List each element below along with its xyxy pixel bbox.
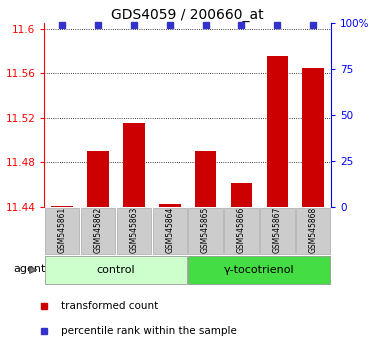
Text: GSM545862: GSM545862 bbox=[94, 207, 102, 253]
Text: agent: agent bbox=[13, 264, 46, 274]
Text: transformed count: transformed count bbox=[61, 301, 159, 311]
Text: GSM545865: GSM545865 bbox=[201, 207, 210, 253]
Bar bbox=[303, 68, 324, 207]
FancyBboxPatch shape bbox=[117, 208, 151, 254]
FancyBboxPatch shape bbox=[188, 256, 330, 284]
Bar bbox=[195, 151, 216, 207]
Text: GSM545861: GSM545861 bbox=[58, 207, 67, 253]
FancyBboxPatch shape bbox=[45, 208, 79, 254]
FancyBboxPatch shape bbox=[45, 256, 187, 284]
Bar bbox=[52, 206, 73, 207]
Text: control: control bbox=[97, 265, 135, 275]
Title: GDS4059 / 200660_at: GDS4059 / 200660_at bbox=[111, 8, 264, 22]
FancyBboxPatch shape bbox=[260, 208, 295, 254]
Text: γ-tocotrienol: γ-tocotrienol bbox=[224, 265, 295, 275]
FancyBboxPatch shape bbox=[296, 208, 330, 254]
Text: GSM545864: GSM545864 bbox=[165, 207, 174, 253]
Bar bbox=[231, 183, 252, 207]
Text: GSM545866: GSM545866 bbox=[237, 207, 246, 253]
Bar bbox=[87, 151, 109, 207]
Text: GSM545868: GSM545868 bbox=[309, 207, 318, 253]
FancyBboxPatch shape bbox=[224, 208, 259, 254]
FancyBboxPatch shape bbox=[81, 208, 115, 254]
Text: percentile rank within the sample: percentile rank within the sample bbox=[61, 326, 237, 336]
Text: GSM545867: GSM545867 bbox=[273, 207, 282, 253]
Bar bbox=[159, 204, 181, 207]
FancyBboxPatch shape bbox=[188, 208, 223, 254]
Bar bbox=[266, 57, 288, 207]
FancyBboxPatch shape bbox=[152, 208, 187, 254]
Bar bbox=[123, 124, 145, 207]
Text: GSM545863: GSM545863 bbox=[129, 207, 139, 253]
